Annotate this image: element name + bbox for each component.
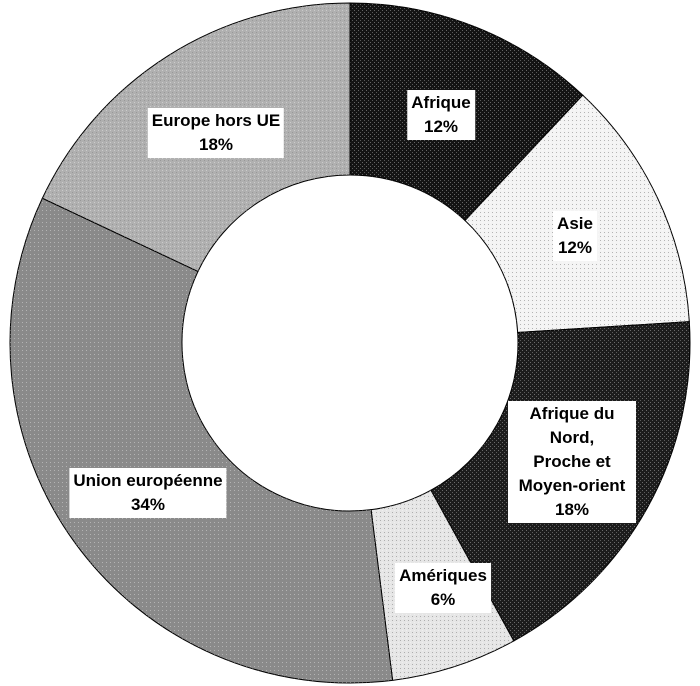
value-label: 12% xyxy=(423,117,459,136)
value-label: 6% xyxy=(430,590,456,609)
slice-label: Asie 12% xyxy=(553,211,597,261)
category-label: Europe hors UE xyxy=(151,111,281,130)
value-label: 18% xyxy=(198,135,234,154)
slice-label: Afrique 12% xyxy=(407,90,475,140)
slice-label: Europe hors UE 18% xyxy=(147,108,285,158)
category-label: Amériques xyxy=(399,566,487,585)
value-label: 34% xyxy=(130,495,166,514)
category-label: Asie xyxy=(557,214,593,233)
category-label: Afrique du Nord, Proche et Moyen-orient xyxy=(518,404,626,495)
slice xyxy=(9,197,394,684)
value-label: 18% xyxy=(554,500,590,519)
value-label: 12% xyxy=(557,238,593,257)
slice-label: Afrique du Nord, Proche et Moyen-orient 1… xyxy=(508,401,636,523)
category-label: Union européenne xyxy=(73,471,223,490)
slice-label: Union européenne 34% xyxy=(69,468,227,518)
slice-label: Amériques 6% xyxy=(395,563,491,613)
category-label: Afrique xyxy=(411,93,471,112)
